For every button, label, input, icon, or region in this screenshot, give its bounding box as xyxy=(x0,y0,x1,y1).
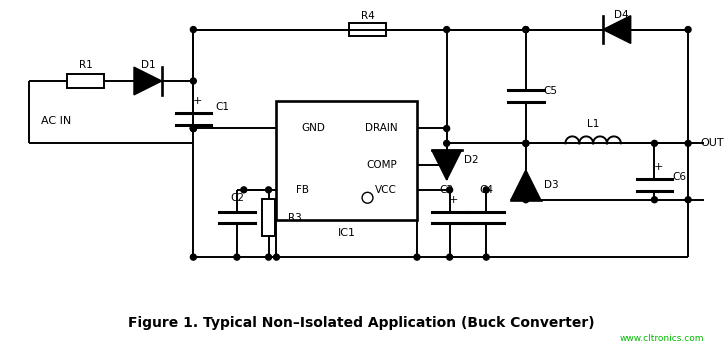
Text: AC IN: AC IN xyxy=(41,116,71,126)
Circle shape xyxy=(523,140,529,146)
Circle shape xyxy=(443,162,450,168)
Circle shape xyxy=(191,126,197,132)
Text: Figure 1. Typical Non–Isolated Application (Buck Converter): Figure 1. Typical Non–Isolated Applicati… xyxy=(128,316,595,330)
Text: R4: R4 xyxy=(360,11,374,21)
Text: OUT: OUT xyxy=(700,138,724,148)
Text: R3: R3 xyxy=(288,212,302,223)
Circle shape xyxy=(241,187,247,193)
Circle shape xyxy=(523,197,529,203)
Polygon shape xyxy=(511,170,541,200)
Circle shape xyxy=(483,187,489,193)
Polygon shape xyxy=(603,16,630,43)
Circle shape xyxy=(523,27,529,33)
Bar xyxy=(349,23,387,36)
Circle shape xyxy=(523,27,529,33)
Circle shape xyxy=(362,192,373,203)
Bar xyxy=(277,101,417,219)
Text: R1: R1 xyxy=(79,60,92,70)
Text: GND: GND xyxy=(301,124,325,133)
Text: www.cltronics.com: www.cltronics.com xyxy=(620,334,704,343)
Circle shape xyxy=(443,162,450,168)
Text: C5: C5 xyxy=(544,86,558,96)
Circle shape xyxy=(685,140,691,146)
Text: +: + xyxy=(193,96,202,106)
Bar xyxy=(67,74,104,88)
Circle shape xyxy=(652,197,657,203)
Circle shape xyxy=(447,187,453,193)
Text: C2: C2 xyxy=(230,193,244,203)
Circle shape xyxy=(191,126,197,132)
Circle shape xyxy=(447,254,453,260)
Circle shape xyxy=(685,27,691,33)
Text: VCC: VCC xyxy=(376,185,397,195)
Circle shape xyxy=(652,140,657,146)
Circle shape xyxy=(483,254,489,260)
Circle shape xyxy=(191,126,197,132)
Text: D1: D1 xyxy=(141,60,155,70)
Circle shape xyxy=(274,254,280,260)
Circle shape xyxy=(191,27,197,33)
Text: D4: D4 xyxy=(614,10,629,20)
Circle shape xyxy=(685,197,691,203)
Circle shape xyxy=(443,27,450,33)
Circle shape xyxy=(443,126,450,132)
Text: C4: C4 xyxy=(479,185,494,195)
Text: IC1: IC1 xyxy=(338,229,356,238)
Circle shape xyxy=(523,140,529,146)
Text: +: + xyxy=(654,162,663,172)
Circle shape xyxy=(191,254,197,260)
Polygon shape xyxy=(134,67,162,95)
Circle shape xyxy=(414,254,420,260)
Text: D3: D3 xyxy=(544,180,558,190)
Text: COMP: COMP xyxy=(366,160,397,170)
Text: C6: C6 xyxy=(672,172,687,182)
Circle shape xyxy=(443,162,450,168)
Text: +: + xyxy=(449,195,459,205)
Text: D2: D2 xyxy=(464,155,479,165)
Circle shape xyxy=(234,254,240,260)
Text: L1: L1 xyxy=(587,119,599,128)
Circle shape xyxy=(443,140,450,146)
Circle shape xyxy=(266,254,272,260)
Circle shape xyxy=(266,187,272,193)
Text: FB: FB xyxy=(296,185,309,195)
Text: DRAIN: DRAIN xyxy=(365,124,397,133)
Circle shape xyxy=(191,78,197,84)
Polygon shape xyxy=(432,150,462,180)
Text: C3: C3 xyxy=(440,185,454,195)
Text: C1: C1 xyxy=(215,102,229,112)
Bar xyxy=(261,199,275,236)
